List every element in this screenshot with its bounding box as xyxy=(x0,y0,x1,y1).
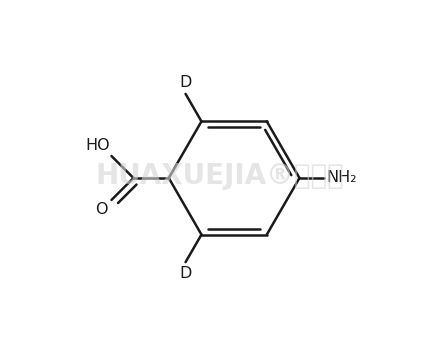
Text: NH₂: NH₂ xyxy=(326,171,356,185)
Text: D: D xyxy=(180,266,192,281)
Text: O: O xyxy=(95,202,108,217)
Text: HO: HO xyxy=(85,138,110,153)
Text: D: D xyxy=(180,75,192,90)
Text: HUAXUEJIA®化学家: HUAXUEJIA®化学家 xyxy=(95,162,345,190)
